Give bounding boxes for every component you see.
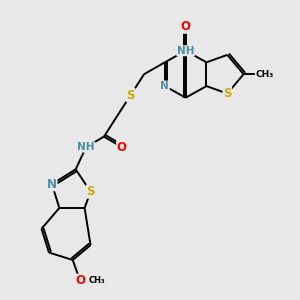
Text: O: O (75, 274, 85, 287)
Text: N: N (160, 81, 169, 91)
Text: S: S (223, 87, 232, 100)
Text: O: O (117, 140, 127, 154)
Text: S: S (126, 88, 135, 101)
Text: N: N (47, 178, 57, 191)
Text: O: O (181, 20, 191, 33)
Text: CH₃: CH₃ (255, 70, 274, 79)
Text: NH: NH (77, 142, 95, 152)
Text: NH: NH (177, 46, 194, 56)
Text: S: S (86, 185, 95, 198)
Text: CH₃: CH₃ (88, 276, 105, 285)
